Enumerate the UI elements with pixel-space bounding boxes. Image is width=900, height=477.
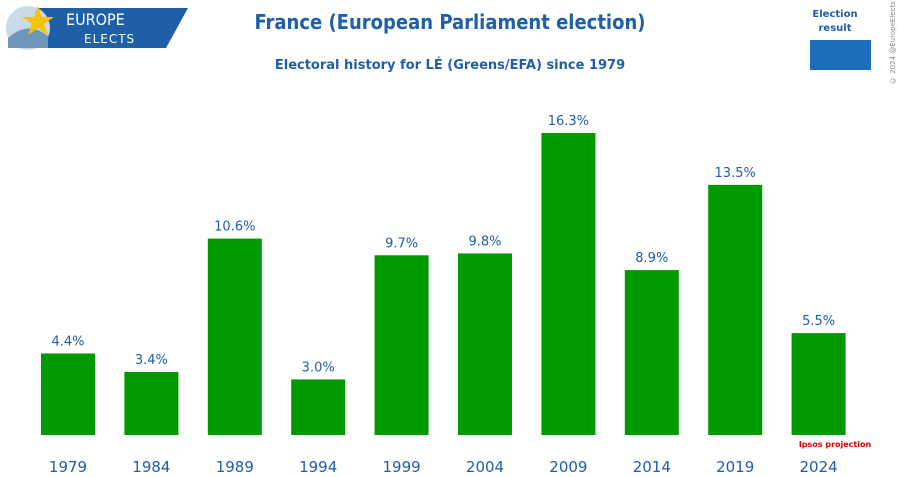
legend-label-line2: result: [818, 23, 852, 34]
europe-elects-logo: EUROPE ELECTS: [6, 6, 188, 50]
logo-line1: EUROPE: [66, 10, 125, 29]
bar-2004: [458, 253, 512, 435]
x-tick-2004: 2004: [466, 458, 504, 476]
logo-globe-shadow: [8, 28, 48, 48]
bar-2009: [541, 133, 596, 435]
data-label-2009: 16.3%: [548, 114, 589, 129]
bar-1984: [124, 372, 179, 435]
bar-1989: [207, 238, 262, 435]
x-tick-1999: 1999: [383, 458, 421, 476]
bar-1979: [41, 353, 95, 435]
legend-label: Election result: [806, 8, 864, 36]
data-label-1999: 9.7%: [385, 236, 418, 251]
data-label-2014: 8.9%: [635, 251, 668, 266]
data-label-2024: 5.5%: [802, 314, 835, 329]
bar-1999: [374, 255, 429, 435]
x-tick-1979: 1979: [49, 458, 87, 476]
star-icon: [22, 6, 54, 35]
data-label-1979: 4.4%: [51, 334, 84, 349]
bar-2014: [624, 270, 679, 435]
chart-subtitle: Electoral history for LÉ (Greens/EFA) si…: [274, 58, 626, 73]
x-tick-2024: 2024: [800, 458, 838, 476]
x-tick-2019: 2019: [716, 458, 754, 476]
data-label-2019: 13.5%: [715, 166, 756, 181]
projection-note: Ipsos projection: [798, 440, 872, 449]
legend-swatch: [810, 40, 871, 70]
bar-2024: [791, 333, 846, 435]
x-tick-2009: 2009: [549, 458, 587, 476]
logo-banner: [20, 8, 188, 48]
chart-title: France (European Parliament election): [254, 10, 646, 34]
logo-line2: ELECTS: [84, 32, 135, 46]
data-label-2004: 9.8%: [468, 234, 501, 249]
data-label-1984: 3.4%: [135, 353, 168, 368]
x-tick-1989: 1989: [216, 458, 254, 476]
x-tick-2014: 2014: [633, 458, 671, 476]
legend-label-line1: Election: [812, 9, 858, 20]
data-label-1994: 3.0%: [302, 360, 335, 375]
x-tick-1984: 1984: [132, 458, 170, 476]
data-label-1989: 10.6%: [214, 220, 255, 235]
bar-2019: [708, 184, 763, 435]
bar-1994: [291, 379, 346, 435]
x-tick-1994: 1994: [299, 458, 337, 476]
